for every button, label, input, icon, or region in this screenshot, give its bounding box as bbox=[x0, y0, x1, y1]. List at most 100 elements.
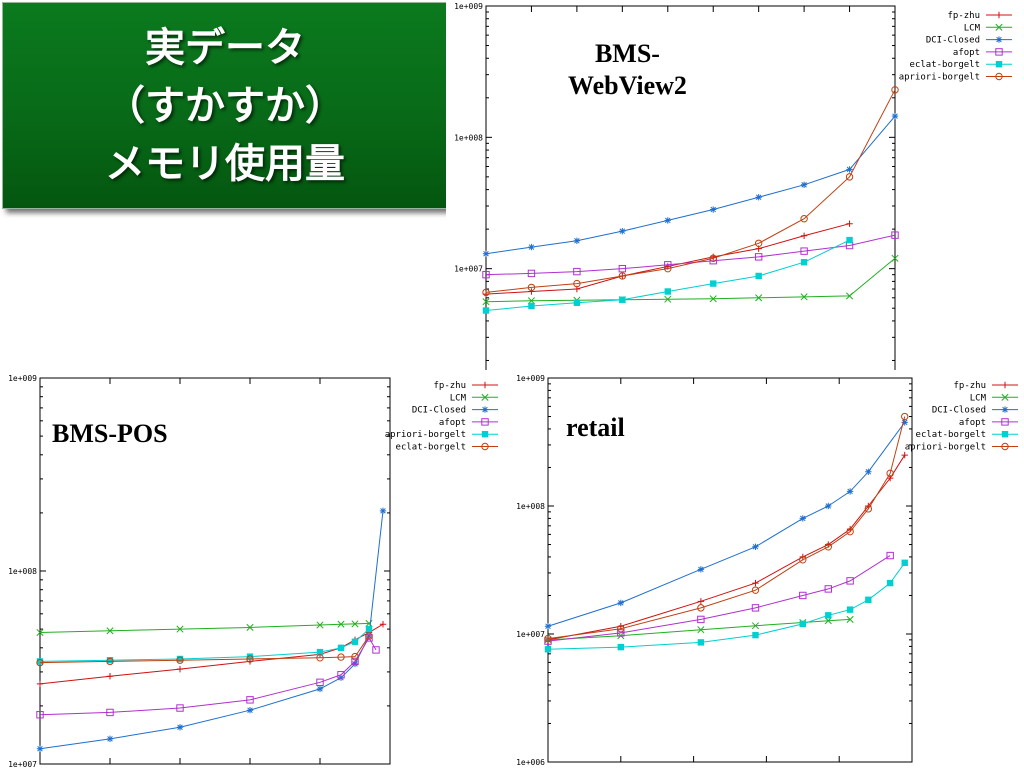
data-point bbox=[710, 280, 717, 287]
data-point bbox=[351, 638, 359, 645]
data-point bbox=[800, 293, 808, 301]
chart-title-line: retail bbox=[566, 413, 625, 442]
legend-entry-label: apriori-borgelt bbox=[905, 443, 986, 453]
data-point bbox=[800, 259, 808, 266]
data-point bbox=[316, 621, 324, 629]
legend-entry-label: LCM bbox=[970, 393, 987, 403]
chart-title-retail: retail bbox=[566, 412, 625, 444]
y-tick-label: 1e+008 bbox=[516, 502, 545, 511]
data-point bbox=[865, 468, 872, 476]
data-point bbox=[846, 220, 853, 227]
slide-title-line-1: 実データ bbox=[145, 24, 305, 71]
chart-svg-bms-pos: 1e+007 1e+008 1e+009 fp-zhu LCM DCI-Closed afo… bbox=[8, 374, 498, 768]
data-point bbox=[106, 657, 114, 664]
legend-entry-label: apriori-borgelt bbox=[385, 430, 466, 440]
data-point bbox=[106, 708, 114, 717]
data-point bbox=[891, 254, 899, 262]
chart-panel-bms-pos: 1e+007 1e+008 1e+009 fp-zhu LCM DCI-Closed afo… bbox=[0, 372, 500, 768]
data-point bbox=[482, 298, 490, 306]
data-point bbox=[755, 272, 762, 280]
data-point bbox=[106, 627, 114, 635]
chart-title-bms-webview2: BMS- WebView2 bbox=[568, 38, 687, 102]
legend-entry-label: DCI-Closed bbox=[412, 406, 466, 416]
data-point bbox=[372, 646, 380, 654]
data-point bbox=[824, 617, 832, 625]
data-point bbox=[481, 431, 489, 438]
y-tick-label: 1e+009 bbox=[454, 2, 483, 11]
data-point bbox=[825, 502, 832, 510]
data-point bbox=[846, 615, 854, 623]
data-point bbox=[846, 236, 853, 244]
data-point bbox=[664, 261, 672, 269]
data-point bbox=[1001, 406, 1009, 413]
data-point bbox=[176, 656, 184, 664]
data-point bbox=[846, 166, 853, 173]
series-line bbox=[547, 562, 906, 650]
data-point bbox=[544, 646, 552, 653]
data-point bbox=[351, 620, 359, 628]
data-point bbox=[800, 215, 808, 223]
legend-entry-label: afopt bbox=[959, 418, 986, 428]
data-point bbox=[176, 724, 184, 731]
slide-title-line-2: （すかすか） bbox=[105, 82, 345, 129]
y-tick-label: 1e+008 bbox=[454, 133, 483, 142]
data-point bbox=[619, 296, 626, 303]
data-point bbox=[337, 653, 345, 661]
data-point bbox=[36, 658, 44, 667]
series-line bbox=[485, 257, 896, 303]
data-point bbox=[709, 256, 717, 265]
data-point bbox=[379, 621, 387, 628]
data-point bbox=[573, 279, 581, 288]
data-point bbox=[36, 745, 44, 752]
data-point bbox=[845, 173, 854, 181]
data-point bbox=[365, 632, 373, 640]
data-point bbox=[106, 735, 114, 743]
legend-entry-label: DCI-Closed bbox=[932, 406, 986, 416]
series-line bbox=[39, 622, 370, 634]
data-point bbox=[481, 442, 489, 451]
y-tick-label: 1e+007 bbox=[454, 265, 483, 274]
data-point bbox=[846, 527, 854, 536]
data-point bbox=[754, 253, 763, 261]
data-point bbox=[752, 631, 759, 639]
data-point bbox=[617, 599, 624, 607]
data-point bbox=[36, 628, 44, 637]
data-point bbox=[799, 620, 806, 628]
data-point bbox=[891, 231, 899, 239]
data-point bbox=[36, 658, 44, 665]
data-point bbox=[246, 696, 254, 704]
series-line bbox=[485, 89, 896, 293]
data-point bbox=[901, 412, 909, 421]
data-point bbox=[846, 292, 854, 300]
data-point bbox=[824, 585, 832, 593]
series-line bbox=[485, 115, 896, 255]
data-point bbox=[846, 488, 854, 495]
data-point bbox=[664, 295, 672, 303]
series-line bbox=[485, 234, 896, 276]
data-point bbox=[1001, 393, 1009, 401]
data-point bbox=[697, 566, 705, 573]
data-point bbox=[481, 418, 489, 426]
data-point bbox=[351, 657, 359, 666]
data-point bbox=[351, 660, 359, 668]
data-point bbox=[106, 673, 114, 680]
data-point bbox=[618, 272, 627, 280]
data-point bbox=[709, 295, 717, 303]
data-point bbox=[886, 469, 894, 478]
data-point bbox=[886, 551, 894, 560]
y-tick-label: 1e+007 bbox=[8, 760, 37, 768]
data-point bbox=[846, 577, 854, 585]
chart-svg-bms-webview2: 1e+0061e+0071e+0081e+009fp-zhuLCMDCI-Clo… bbox=[454, 2, 1012, 370]
data-point bbox=[752, 579, 759, 587]
data-point bbox=[544, 637, 552, 645]
data-point bbox=[246, 707, 254, 714]
data-point bbox=[528, 302, 535, 310]
data-point bbox=[751, 586, 760, 594]
data-point bbox=[752, 543, 759, 551]
data-point bbox=[995, 23, 1003, 31]
y-tick-label: 1e+009 bbox=[516, 374, 545, 383]
data-point bbox=[528, 288, 535, 295]
chart-title-line: BMS-POS bbox=[52, 419, 168, 448]
data-point bbox=[573, 237, 581, 244]
y-tick-label: 1e+006 bbox=[516, 758, 545, 767]
